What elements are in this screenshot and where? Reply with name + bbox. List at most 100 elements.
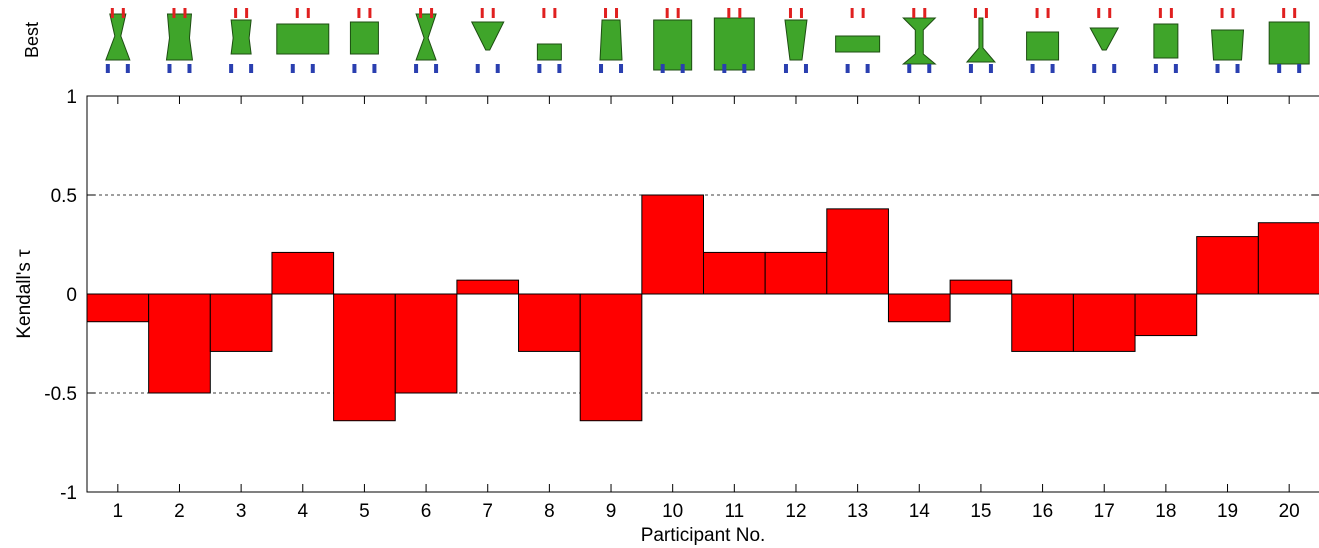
top-marker <box>480 8 484 18</box>
design-thumbnail <box>414 8 439 73</box>
grid-lines <box>87 194 1319 394</box>
y-tick-label: -0.5 <box>44 384 77 405</box>
design-body <box>1210 29 1245 61</box>
top-marker <box>553 8 557 18</box>
top-marker <box>491 8 495 18</box>
x-tick-label: 17 <box>1094 501 1115 522</box>
top-marker <box>172 8 176 18</box>
design-thumbnail <box>276 8 330 73</box>
x-axis-label: Participant No. <box>641 525 766 546</box>
design-body <box>1153 23 1179 59</box>
bar <box>887 293 951 323</box>
top-marker <box>234 8 238 18</box>
design-body <box>470 21 505 51</box>
bar <box>1134 293 1198 337</box>
bottom-marker <box>1297 64 1302 73</box>
bar <box>518 293 581 352</box>
design-thumbnail <box>653 8 693 73</box>
design-body <box>599 19 623 61</box>
bottom-marker <box>988 64 993 73</box>
top-marker <box>183 8 187 18</box>
bar <box>641 194 704 295</box>
bottom-marker <box>249 64 254 73</box>
top-marker <box>861 8 865 18</box>
design-thumbnail <box>835 8 881 73</box>
bottom-marker <box>310 64 315 73</box>
top-row-label: Best <box>22 22 42 58</box>
bottom-marker <box>475 64 480 73</box>
design-thumbnail <box>1026 8 1060 73</box>
bottom-marker <box>660 64 665 73</box>
bar <box>826 208 889 295</box>
bottom-marker <box>865 64 870 73</box>
bottom-marker <box>1050 64 1055 73</box>
bottom-marker <box>783 64 788 73</box>
top-marker <box>912 8 916 18</box>
bottom-marker <box>187 64 192 73</box>
x-tick-label: 8 <box>544 501 555 522</box>
top-marker <box>306 8 310 18</box>
bottom-marker <box>1153 64 1158 73</box>
top-marker <box>799 8 803 18</box>
design-thumbnail <box>965 8 997 73</box>
bottom-marker <box>599 64 604 73</box>
top-marker <box>1035 8 1039 18</box>
top-marker <box>665 8 669 18</box>
bar <box>148 293 211 394</box>
top-marker <box>1231 8 1235 18</box>
bottom-marker <box>1215 64 1220 73</box>
design-body <box>1089 27 1120 51</box>
bar <box>949 279 1013 295</box>
x-tick-label: 20 <box>1279 501 1300 522</box>
top-marker <box>973 8 977 18</box>
bar <box>394 293 458 394</box>
top-marker <box>121 8 125 18</box>
top-marker <box>727 8 731 18</box>
top-marker <box>923 8 927 18</box>
top-marker <box>676 8 680 18</box>
bottom-marker <box>907 64 912 73</box>
design-body <box>349 21 379 55</box>
design-thumbnail <box>229 8 254 73</box>
bar <box>333 293 396 422</box>
best-design-thumbnails <box>105 8 1310 73</box>
design-thumbnail <box>1089 8 1120 73</box>
bottom-marker <box>742 64 747 73</box>
top-marker <box>1046 8 1050 18</box>
bottom-marker <box>372 64 377 73</box>
x-tick-labels: 1 2 3 4 5 6 7 8 9 10 11 12 13 14 15 16 17 18 19 20 <box>113 501 1300 522</box>
design-thumbnail <box>1210 8 1245 73</box>
top-marker <box>357 8 361 18</box>
top-marker <box>604 8 608 18</box>
x-tick-label: 9 <box>606 501 617 522</box>
top-marker <box>542 8 546 18</box>
bar <box>456 279 520 295</box>
bottom-marker <box>105 64 110 73</box>
y-tick-label: 0 <box>66 285 77 306</box>
bottom-marker <box>229 64 234 73</box>
x-tick-label: 14 <box>909 501 931 522</box>
design-thumbnail <box>1268 8 1310 73</box>
bottom-marker <box>1173 64 1178 73</box>
top-marker <box>738 8 742 18</box>
bar <box>209 293 273 352</box>
bottom-marker <box>1030 64 1035 73</box>
bottom-marker <box>1112 64 1117 73</box>
x-tick-label: 11 <box>724 501 744 522</box>
bottom-marker <box>125 64 130 73</box>
x-tick-label: 7 <box>482 501 493 522</box>
bottom-marker <box>845 64 850 73</box>
top-marker <box>1158 8 1162 18</box>
x-tick-label: 13 <box>847 501 868 522</box>
x-tick-label: 5 <box>359 501 370 522</box>
bottom-marker <box>495 64 500 73</box>
design-body <box>536 43 562 61</box>
top-marker <box>1169 8 1173 18</box>
bottom-marker <box>1092 64 1097 73</box>
y-tick-label: 0.5 <box>51 186 77 207</box>
design-thumbnail <box>1153 8 1179 73</box>
top-marker <box>368 8 372 18</box>
bottom-marker <box>414 64 419 73</box>
bottom-marker <box>352 64 357 73</box>
y-axis-label: Kendall's τ <box>14 249 35 339</box>
